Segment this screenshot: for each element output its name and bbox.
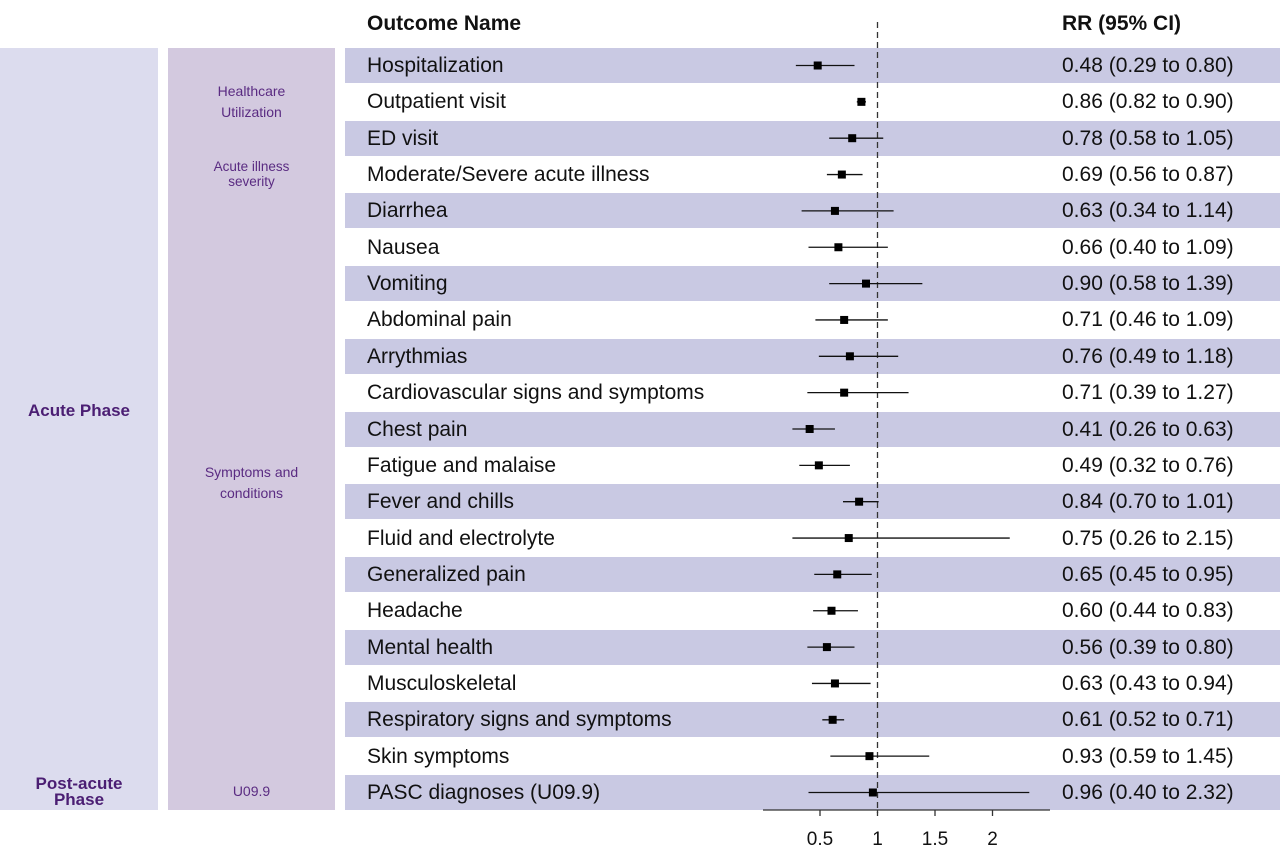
outcome-name: Chest pain [367, 417, 468, 441]
rr-value-label: 0.71 (0.46 to 1.09) [1062, 308, 1234, 332]
point-estimate [805, 425, 814, 433]
outcome-name: Vomiting [367, 272, 448, 296]
rr-value-label: 0.63 (0.34 to 1.14) [1062, 199, 1234, 223]
point-estimate [855, 497, 864, 506]
point-estimate [862, 279, 870, 288]
outcome-name: Musculoskeletal [367, 671, 517, 695]
point-estimate [830, 679, 839, 688]
rr-value-label: 0.61 (0.52 to 0.71) [1062, 708, 1234, 732]
row-band [345, 484, 1280, 520]
point-estimate [822, 643, 831, 652]
outcome-name: Cardiovascular signs and symptoms [367, 381, 705, 405]
rr-column-header: RR (95% CI) [1062, 12, 1182, 35]
outcome-name: PASC diagnoses (U09.9) [367, 781, 601, 804]
category-label: U09.9 [232, 783, 271, 800]
outcome-name: Nausea [367, 235, 440, 259]
row-band [345, 266, 1280, 302]
rr-value-label: 0.75 (0.26 to 2.15) [1062, 526, 1234, 550]
point-estimate [814, 461, 823, 470]
point-estimate [833, 570, 842, 579]
point-estimate [840, 388, 849, 397]
rr-value-label: 0.63 (0.43 to 0.94) [1062, 671, 1234, 695]
rr-value-label: 0.49 (0.32 to 0.76) [1062, 453, 1234, 477]
outcome-name: Mental health [367, 635, 494, 659]
category-box: Symptoms and conditions [168, 192, 335, 774]
x-tick-label: 1 [872, 829, 883, 849]
outcome-name: Fever and chills [367, 490, 515, 514]
phase-label: Acute Phase [27, 400, 131, 420]
outcome-name: Arrythmias [367, 344, 468, 368]
row-band [345, 702, 1280, 738]
point-estimate [848, 134, 857, 143]
point-estimate [844, 534, 853, 543]
phase-label: Post-acute Phase [35, 773, 123, 809]
outcome-name: Outpatient visit [367, 90, 506, 114]
x-tick-label: 0.5 [807, 829, 833, 849]
rr-value-label: 0.93 (0.59 to 1.45) [1062, 744, 1234, 768]
rr-value-label: 0.86 (0.82 to 0.90) [1062, 90, 1234, 114]
row-band [345, 120, 1280, 156]
outcome-name: Generalized pain [367, 562, 526, 586]
category-box: Acute illness severity [168, 155, 335, 193]
rr-value-label: 0.66 (0.40 to 1.09) [1062, 235, 1234, 259]
point-estimate [840, 315, 849, 324]
rr-value-label: 0.84 (0.70 to 1.01) [1062, 490, 1234, 514]
category-label: Acute illness severity [213, 159, 290, 190]
phase-box: Acute Phase [0, 48, 158, 774]
outcome-name: Fluid and electrolyte [367, 526, 555, 550]
category-box: U09.9 [168, 773, 335, 811]
outcome-name: Fatigue and malaise [367, 453, 557, 477]
outcome-column-header: Outcome Name [367, 12, 522, 35]
category-label: Healthcare Utilization [217, 82, 286, 120]
phase-box: Post-acute Phase [0, 773, 158, 811]
rr-value-label: 0.65 (0.45 to 0.95) [1062, 562, 1234, 586]
point-estimate [834, 243, 843, 252]
point-estimate [845, 352, 854, 361]
rr-value-label: 0.56 (0.39 to 0.80) [1062, 635, 1234, 659]
outcome-name: ED visit [367, 126, 439, 150]
rr-value-label: 0.41 (0.26 to 0.63) [1062, 417, 1234, 441]
outcome-name: Diarrhea [367, 199, 448, 223]
row-band [345, 556, 1280, 592]
rr-value-label: 0.90 (0.58 to 1.39) [1062, 272, 1234, 296]
x-tick-label: 1.5 [922, 829, 948, 849]
outcome-name: Headache [367, 599, 463, 623]
row-band [345, 338, 1280, 374]
outcome-name: Moderate/Severe acute illness [367, 163, 650, 187]
rr-value-label: 0.78 (0.58 to 1.05) [1062, 126, 1234, 150]
category-label: Symptoms and conditions [204, 464, 299, 501]
category-box: Healthcare Utilization [168, 48, 335, 156]
rr-value-label: 0.96 (0.40 to 2.32) [1062, 781, 1234, 804]
outcome-name: Hospitalization [367, 54, 504, 77]
outcome-name: Abdominal pain [367, 308, 512, 332]
point-estimate [865, 752, 874, 761]
rr-value-label: 0.76 (0.49 to 1.18) [1062, 344, 1234, 368]
point-estimate [837, 170, 846, 179]
point-estimate [868, 788, 877, 797]
rr-value-label: 0.69 (0.56 to 0.87) [1062, 163, 1234, 187]
point-estimate [857, 97, 866, 106]
point-estimate [827, 606, 836, 615]
point-estimate [830, 206, 839, 215]
rr-value-label: 0.71 (0.39 to 1.27) [1062, 381, 1234, 405]
rr-value-label: 0.48 (0.29 to 0.80) [1062, 54, 1234, 77]
outcome-name: Skin symptoms [367, 744, 510, 768]
point-estimate [813, 61, 822, 70]
point-estimate [828, 715, 837, 724]
outcome-name: Respiratory signs and symptoms [367, 708, 672, 732]
x-tick-label: 2 [987, 829, 998, 849]
rr-value-label: 0.60 (0.44 to 0.83) [1062, 599, 1234, 623]
